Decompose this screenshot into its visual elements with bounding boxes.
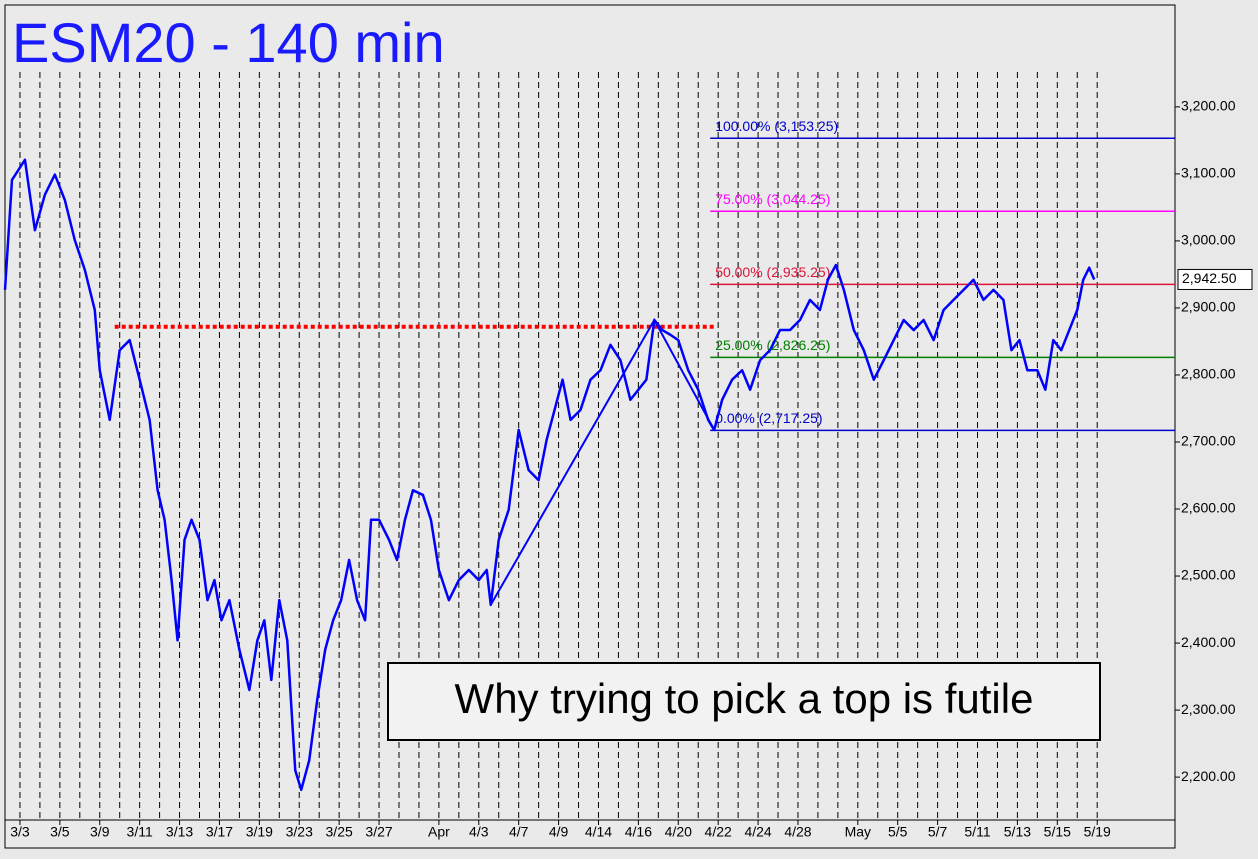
y-tick-label: 3,000.00	[1181, 232, 1236, 248]
x-tick-label: 3/9	[90, 824, 110, 840]
x-tick-label: 3/27	[365, 824, 392, 840]
x-tick-label: 4/3	[469, 824, 489, 840]
x-tick-label: 5/15	[1044, 824, 1071, 840]
x-tick-label: 5/11	[964, 824, 990, 840]
price-line	[3, 158, 1096, 792]
x-tick-label: 4/24	[744, 824, 771, 840]
x-tick-label: 3/11	[127, 824, 153, 840]
fib-level-label: 0.00% (2,717.25)	[715, 410, 822, 426]
fib-level-label: 50.00% (2,935.25)	[715, 264, 830, 280]
x-axis-strip	[4, 819, 1176, 849]
x-tick-label: 3/5	[50, 824, 70, 840]
chart-title: ESM20 - 140 min	[12, 11, 445, 74]
x-tick-label: Apr	[428, 824, 450, 840]
x-tick-label: 5/19	[1084, 824, 1111, 840]
x-tick-label: 4/9	[549, 824, 569, 840]
x-tick-label: 4/16	[625, 824, 652, 840]
grid: 3/3 3/5 3/9 3/11 3/13 3/17 3/19 3/23 3/25 3/27 Apr…	[10, 72, 1236, 840]
x-tick-label: 3/13	[166, 824, 193, 840]
x-tick-label: 4/20	[665, 824, 692, 840]
y-tick-label: 3,200.00	[1181, 98, 1236, 114]
y-tick-label: 2,800.00	[1181, 366, 1236, 382]
x-tick-label: 4/22	[705, 824, 732, 840]
x-tick-label: 3/3	[10, 824, 30, 840]
y-tick-label: 2,600.00	[1181, 500, 1236, 516]
y-tick-label: 3,100.00	[1181, 165, 1236, 181]
y-tick-label: 2,400.00	[1181, 634, 1236, 650]
x-tick-label: 3/25	[326, 824, 353, 840]
x-tick-label: 3/17	[206, 824, 233, 840]
x-tick-label: 3/19	[246, 824, 273, 840]
fib-level-label: 100.00% (3,153.25)	[715, 118, 838, 134]
x-tick-label: 3/23	[286, 824, 313, 840]
annotation: Why trying to pick a top is futile	[455, 675, 1034, 722]
y-tick-label: 2,700.00	[1181, 433, 1236, 449]
marks: 100.00% (3,153.25) 75.00% (3,044.25) 50.00…	[3, 118, 1175, 792]
fib-level-label: 75.00% (3,044.25)	[715, 191, 830, 207]
x-tick-label: 4/7	[509, 824, 529, 840]
annotation-box	[387, 662, 1101, 741]
x-tick-label: 4/14	[585, 824, 612, 840]
x-tick-label: 4/28	[784, 824, 811, 840]
y-tick-label: 2,300.00	[1181, 701, 1236, 717]
y-tick-label: 2,500.00	[1181, 567, 1236, 583]
x-tick-label: 5/7	[928, 824, 948, 840]
y-tick-label: 2,200.00	[1181, 768, 1236, 784]
last-price-tag	[1177, 268, 1253, 290]
last-price-label: 2,942.50	[1182, 270, 1237, 286]
y-tick-label: 2,900.00	[1181, 299, 1236, 315]
x-tick-label: 5/5	[888, 824, 908, 840]
x-tick-label: 5/13	[1004, 824, 1031, 840]
x-tick-label: May	[845, 824, 871, 840]
